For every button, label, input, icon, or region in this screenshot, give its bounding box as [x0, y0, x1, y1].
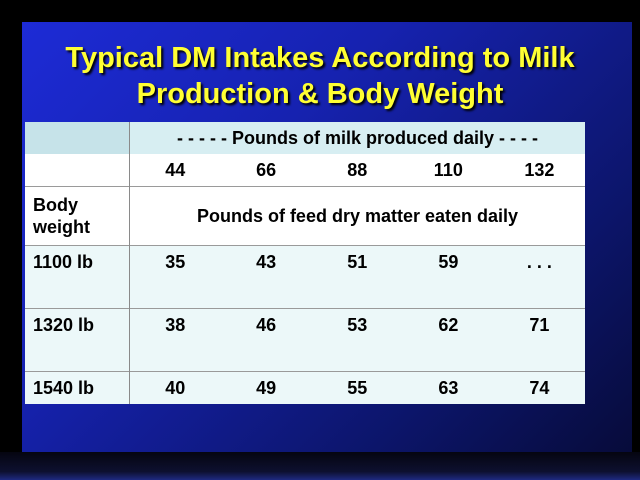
milk-value-cell: 132	[493, 154, 585, 187]
intake-cell: 62	[402, 308, 494, 341]
bottom-strip	[0, 452, 640, 480]
spacer-cell	[25, 341, 130, 372]
intake-cell: 49	[220, 371, 312, 404]
milk-value-cell: 88	[311, 154, 403, 187]
intake-cell: 59	[402, 245, 494, 278]
dm-intake-table: - - - - - Pounds of milk produced daily …	[25, 122, 585, 404]
milk-header-row: - - - - - Pounds of milk produced daily …	[25, 122, 585, 154]
weight-cell: 1540 lb	[25, 371, 130, 404]
intake-cell: 53	[311, 308, 403, 341]
weight-cell: 1320 lb	[25, 308, 130, 341]
spacer-cell	[25, 278, 130, 309]
milk-value-cell: 44	[129, 154, 221, 187]
milk-header-cell: - - - - - Pounds of milk produced daily …	[129, 122, 585, 154]
intake-cell: 38	[129, 308, 221, 341]
table-row: 1320 lb 38 46 53 62 71	[25, 308, 585, 341]
intake-cell: 55	[311, 371, 403, 404]
table-row: 1100 lb 35 43 51 59 . . .	[25, 245, 585, 278]
intake-cell: 43	[220, 245, 312, 278]
weight-cell: 1100 lb	[25, 245, 130, 278]
intake-cell: 40	[129, 371, 221, 404]
body-weight-header: Body weight	[25, 186, 130, 246]
empty-label-cell	[25, 154, 130, 187]
intake-cell: 46	[220, 308, 312, 341]
feed-description: Pounds of feed dry matter eaten daily	[129, 186, 585, 246]
spacer-row	[25, 278, 585, 309]
slide-title-line-1: Typical DM Intakes According to Milk	[65, 42, 575, 74]
intake-cell: 63	[402, 371, 494, 404]
corner-cell	[25, 122, 130, 154]
slide-title: Typical DM Intakes According to Milk Pro…	[0, 40, 640, 112]
milk-value-cell: 110	[402, 154, 494, 187]
milk-value-cell: 66	[220, 154, 312, 187]
description-row: Body weight Pounds of feed dry matter ea…	[25, 186, 585, 246]
slide-title-line-2: Production & Body Weight	[136, 78, 504, 110]
intake-cell: 74	[493, 371, 585, 404]
spacer-row	[25, 341, 585, 372]
intake-cell: 51	[311, 245, 403, 278]
intake-cell: 71	[493, 308, 585, 341]
spacer-cell	[129, 278, 585, 309]
milk-values-row: 44 66 88 110 132	[25, 154, 585, 187]
table-row: 1540 lb 40 49 55 63 74	[25, 371, 585, 404]
spacer-cell	[129, 341, 585, 372]
intake-cell: 35	[129, 245, 221, 278]
intake-cell: . . .	[493, 245, 585, 278]
